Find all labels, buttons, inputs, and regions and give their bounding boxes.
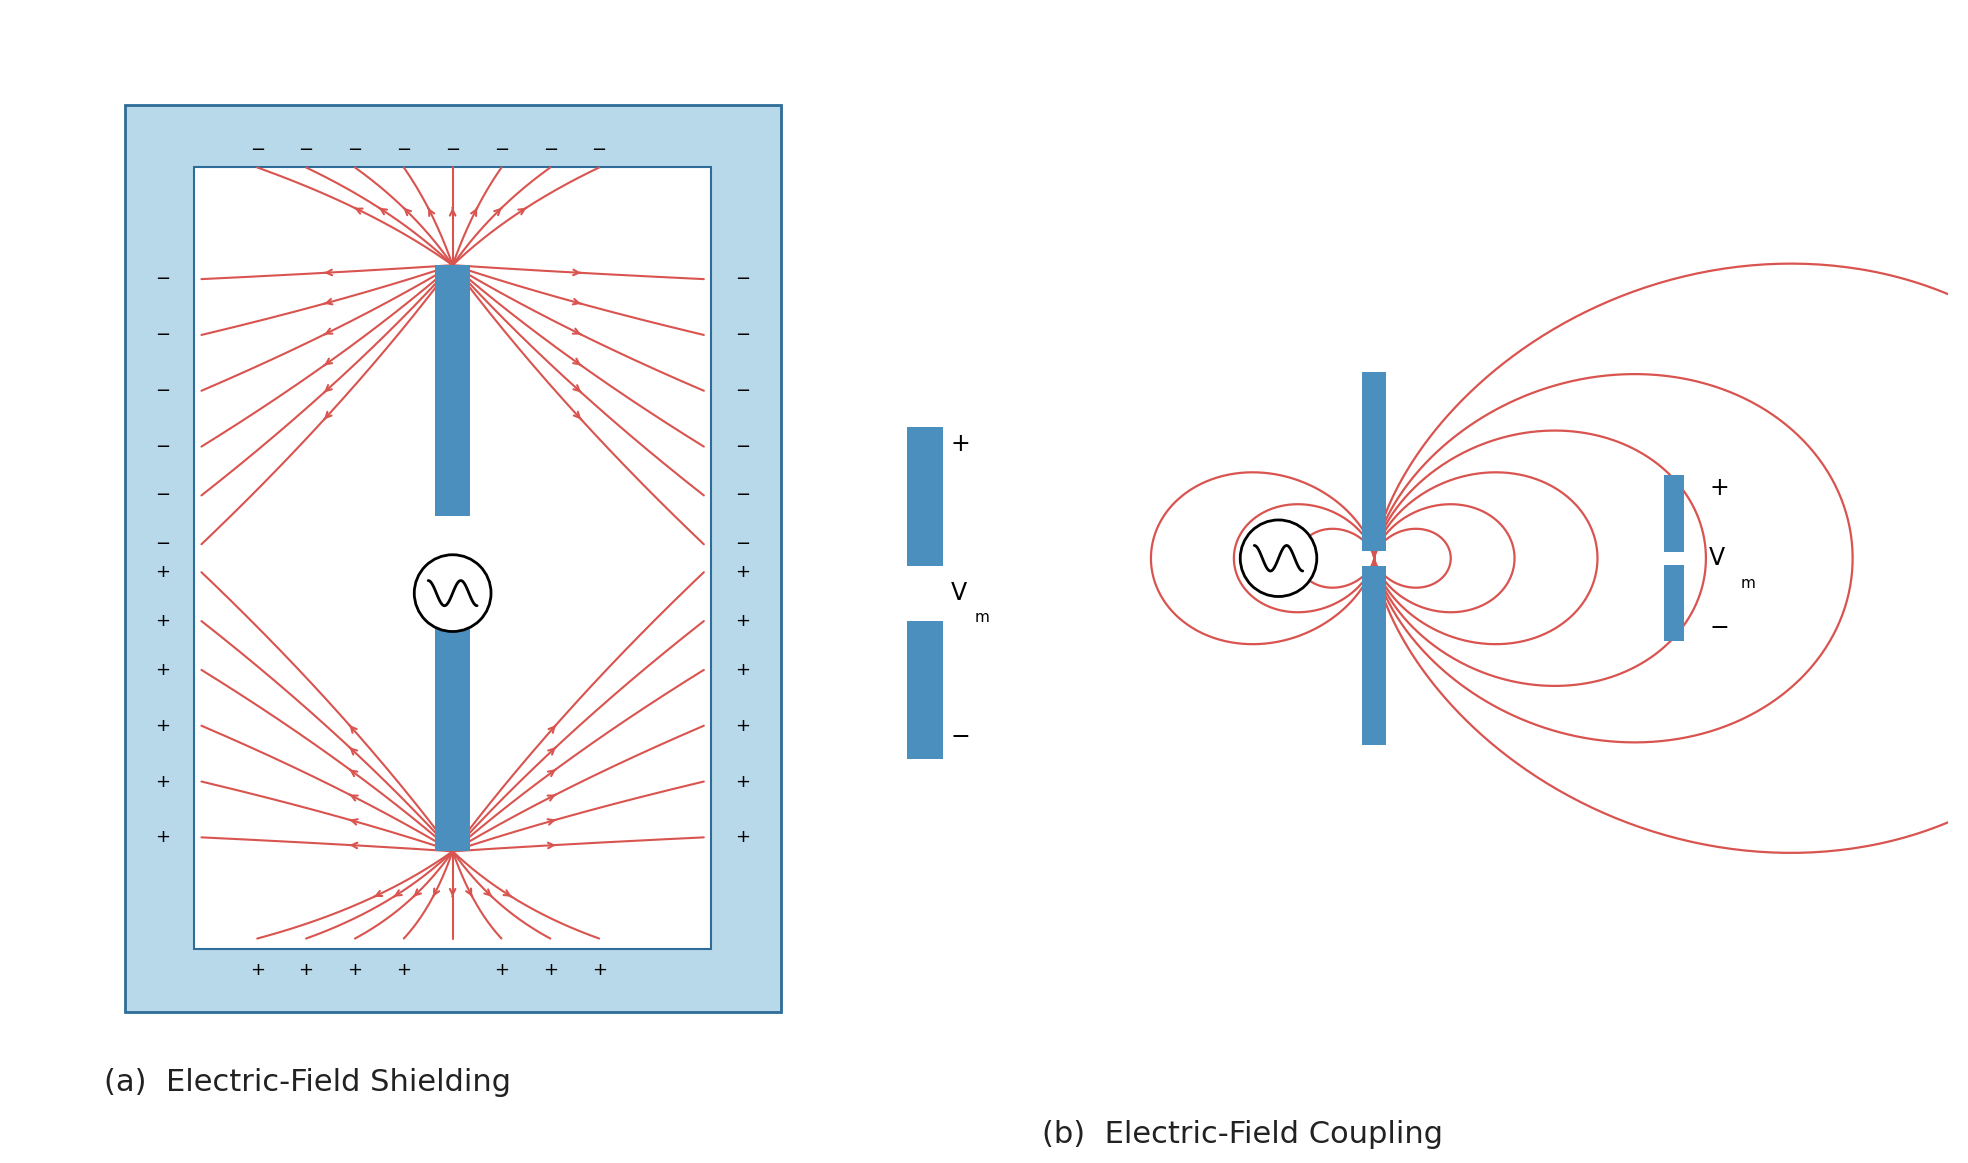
Text: −: −	[734, 326, 750, 344]
Text: +: +	[494, 961, 510, 979]
Text: −: −	[445, 141, 461, 159]
Text: +: +	[734, 563, 750, 582]
Text: +: +	[155, 661, 171, 679]
Text: −: −	[155, 326, 171, 344]
Text: −: −	[734, 535, 750, 554]
Text: −: −	[155, 437, 171, 456]
Text: −: −	[1708, 616, 1728, 641]
Text: +: +	[299, 961, 313, 979]
Text: m: m	[1742, 576, 1755, 591]
Text: +: +	[250, 961, 266, 979]
Text: (a)  Electric-Field Shielding: (a) Electric-Field Shielding	[104, 1068, 512, 1097]
Text: +: +	[348, 961, 362, 979]
Text: −: −	[155, 535, 171, 554]
Text: +: +	[734, 661, 750, 679]
Text: +: +	[155, 563, 171, 582]
Bar	[907, 428, 943, 565]
Text: m: m	[974, 611, 990, 626]
Text: −: −	[734, 437, 750, 456]
Bar	[907, 593, 943, 621]
Bar	[435, 600, 470, 851]
Circle shape	[413, 555, 492, 632]
Text: −: −	[734, 270, 750, 288]
Text: −: −	[155, 381, 171, 400]
Bar	[1663, 476, 1685, 552]
Text: +: +	[951, 431, 970, 456]
Text: +: +	[734, 716, 750, 735]
Text: V: V	[951, 582, 966, 605]
Bar	[1362, 372, 1385, 550]
Text: −: −	[396, 141, 411, 159]
Text: −: −	[155, 486, 171, 505]
Bar	[907, 565, 943, 593]
Text: −: −	[155, 270, 171, 288]
Bar	[907, 621, 943, 759]
Text: −: −	[951, 725, 970, 749]
Text: −: −	[592, 141, 606, 159]
Text: +: +	[734, 772, 750, 791]
Text: +: +	[155, 772, 171, 791]
Bar	[435, 265, 470, 516]
Text: V: V	[1708, 547, 1726, 570]
Text: +: +	[592, 961, 606, 979]
Text: +: +	[543, 961, 557, 979]
Text: −: −	[299, 141, 313, 159]
Text: (b)  Electric-Field Coupling: (b) Electric-Field Coupling	[1043, 1120, 1443, 1149]
Bar	[1362, 566, 1385, 744]
Text: +: +	[155, 828, 171, 847]
Bar	[1663, 564, 1685, 641]
Bar	[195, 167, 710, 949]
Text: +: +	[155, 612, 171, 630]
Text: +: +	[155, 716, 171, 735]
Text: −: −	[734, 381, 750, 400]
Text: −: −	[250, 141, 266, 159]
Text: −: −	[348, 141, 362, 159]
Text: −: −	[734, 486, 750, 505]
Text: +: +	[1708, 476, 1728, 500]
Text: +: +	[734, 828, 750, 847]
Text: +: +	[396, 961, 411, 979]
Text: −: −	[543, 141, 557, 159]
Text: +: +	[734, 612, 750, 630]
Circle shape	[1240, 520, 1317, 597]
Text: −: −	[494, 141, 510, 159]
